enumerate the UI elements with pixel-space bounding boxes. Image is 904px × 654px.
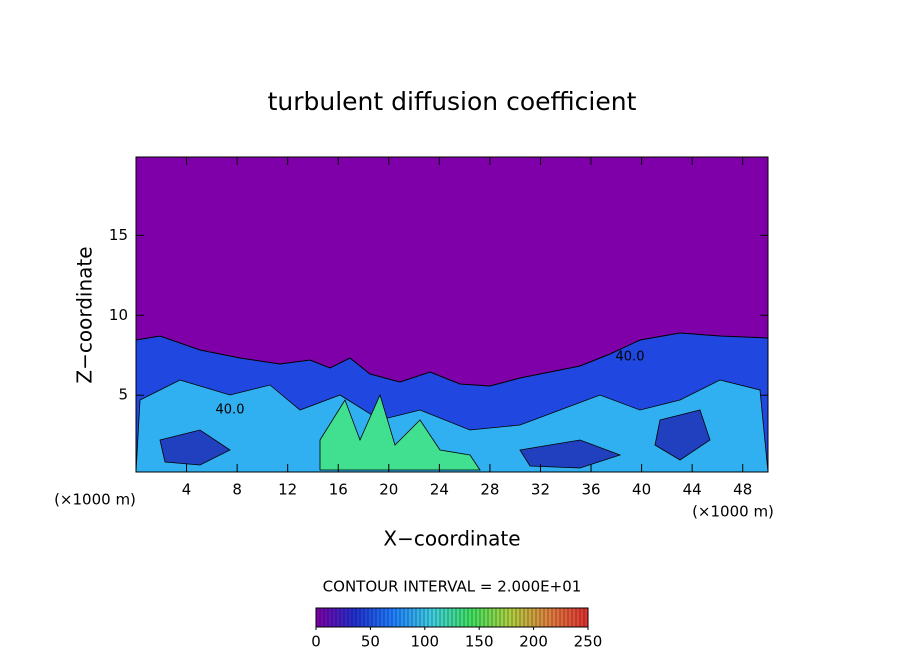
x-tick-label: 32	[531, 481, 550, 499]
colorbar	[315, 607, 589, 628]
green-region	[319, 393, 481, 471]
blue-patches	[159, 409, 711, 469]
y-axis-label: Z−coordinate	[73, 246, 97, 383]
y-tick-label: 5	[118, 386, 128, 404]
plot-frame	[135, 156, 769, 473]
contour-label: 40.0	[216, 403, 245, 418]
colorbar-tick-label: 0	[311, 633, 321, 651]
x-tick-label: 24	[430, 481, 449, 499]
y-tick-label: 15	[109, 226, 128, 244]
colorbar-tick-label: 200	[519, 633, 548, 651]
x-unit: (×1000 m)	[692, 503, 774, 521]
cyan-region	[135, 379, 769, 473]
x-tick-label: 28	[480, 481, 499, 499]
colorbar-tick-label: 150	[465, 633, 494, 651]
x-tick-label: 4	[182, 481, 192, 499]
x-tick-label: 16	[329, 481, 348, 499]
x-tick-label: 20	[379, 481, 398, 499]
x-tick-label: 44	[683, 481, 702, 499]
colorbar-tick-label: 100	[410, 633, 439, 651]
x-tick-label: 12	[278, 481, 297, 499]
x-tick-label: 48	[733, 481, 752, 499]
colorbar-title: CONTOUR INTERVAL = 2.000E+01	[323, 578, 582, 596]
x-tick-label: 8	[232, 481, 242, 499]
y-tick-label: 10	[109, 306, 128, 324]
x-tick-label: 36	[581, 481, 600, 499]
colorbar-tick-label: 250	[574, 633, 603, 651]
y-unit: (×1000 m)	[54, 491, 136, 509]
contour-label: 40.0	[616, 350, 645, 365]
x-tick-label: 40	[632, 481, 651, 499]
x-axis-label: X−coordinate	[383, 527, 520, 551]
chart-title: turbulent diffusion coefficient	[268, 87, 637, 116]
colorbar-tick-label: 50	[361, 633, 380, 651]
field	[135, 156, 769, 473]
